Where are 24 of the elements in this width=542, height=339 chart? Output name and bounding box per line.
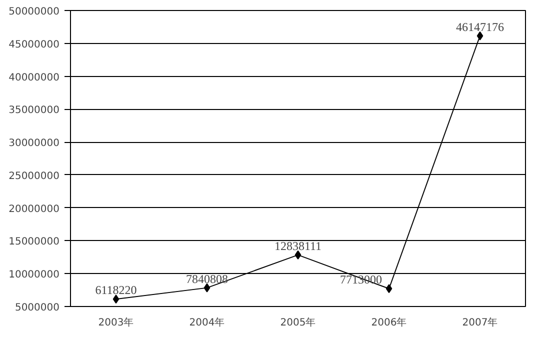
y-tick-label: 35000000 <box>8 105 60 116</box>
data-label: 6118220 <box>95 283 137 298</box>
data-label: 46147176 <box>456 20 504 34</box>
point <box>112 294 120 304</box>
point <box>294 250 302 260</box>
y-tick-label: 15000000 <box>8 236 60 248</box>
y-tick-label: 20000000 <box>8 204 60 215</box>
y-tick-label: 30000000 <box>8 138 60 150</box>
y-tick-label: 50000000 <box>8 6 60 18</box>
x-tick-label: 2005年 <box>280 316 316 328</box>
x-tick-label: 2006年 <box>371 316 407 328</box>
data-label: 12838111 <box>274 238 322 253</box>
y-tick-label: 10000000 <box>8 270 60 281</box>
y-tick-label: 40000000 <box>8 72 60 84</box>
y-tick-label: 25000000 <box>8 170 60 182</box>
point <box>204 283 210 292</box>
y-tick-label: 5000000 <box>14 302 60 314</box>
x-tick-label: 2003年 <box>98 316 134 328</box>
point <box>386 284 392 294</box>
data-label: 7840808 <box>186 272 228 286</box>
y-tick-label: 45000000 <box>8 39 60 50</box>
x-tick-label: 2007年 <box>462 316 498 328</box>
point <box>476 31 484 40</box>
x-tick-label: 2004年 <box>189 316 225 328</box>
